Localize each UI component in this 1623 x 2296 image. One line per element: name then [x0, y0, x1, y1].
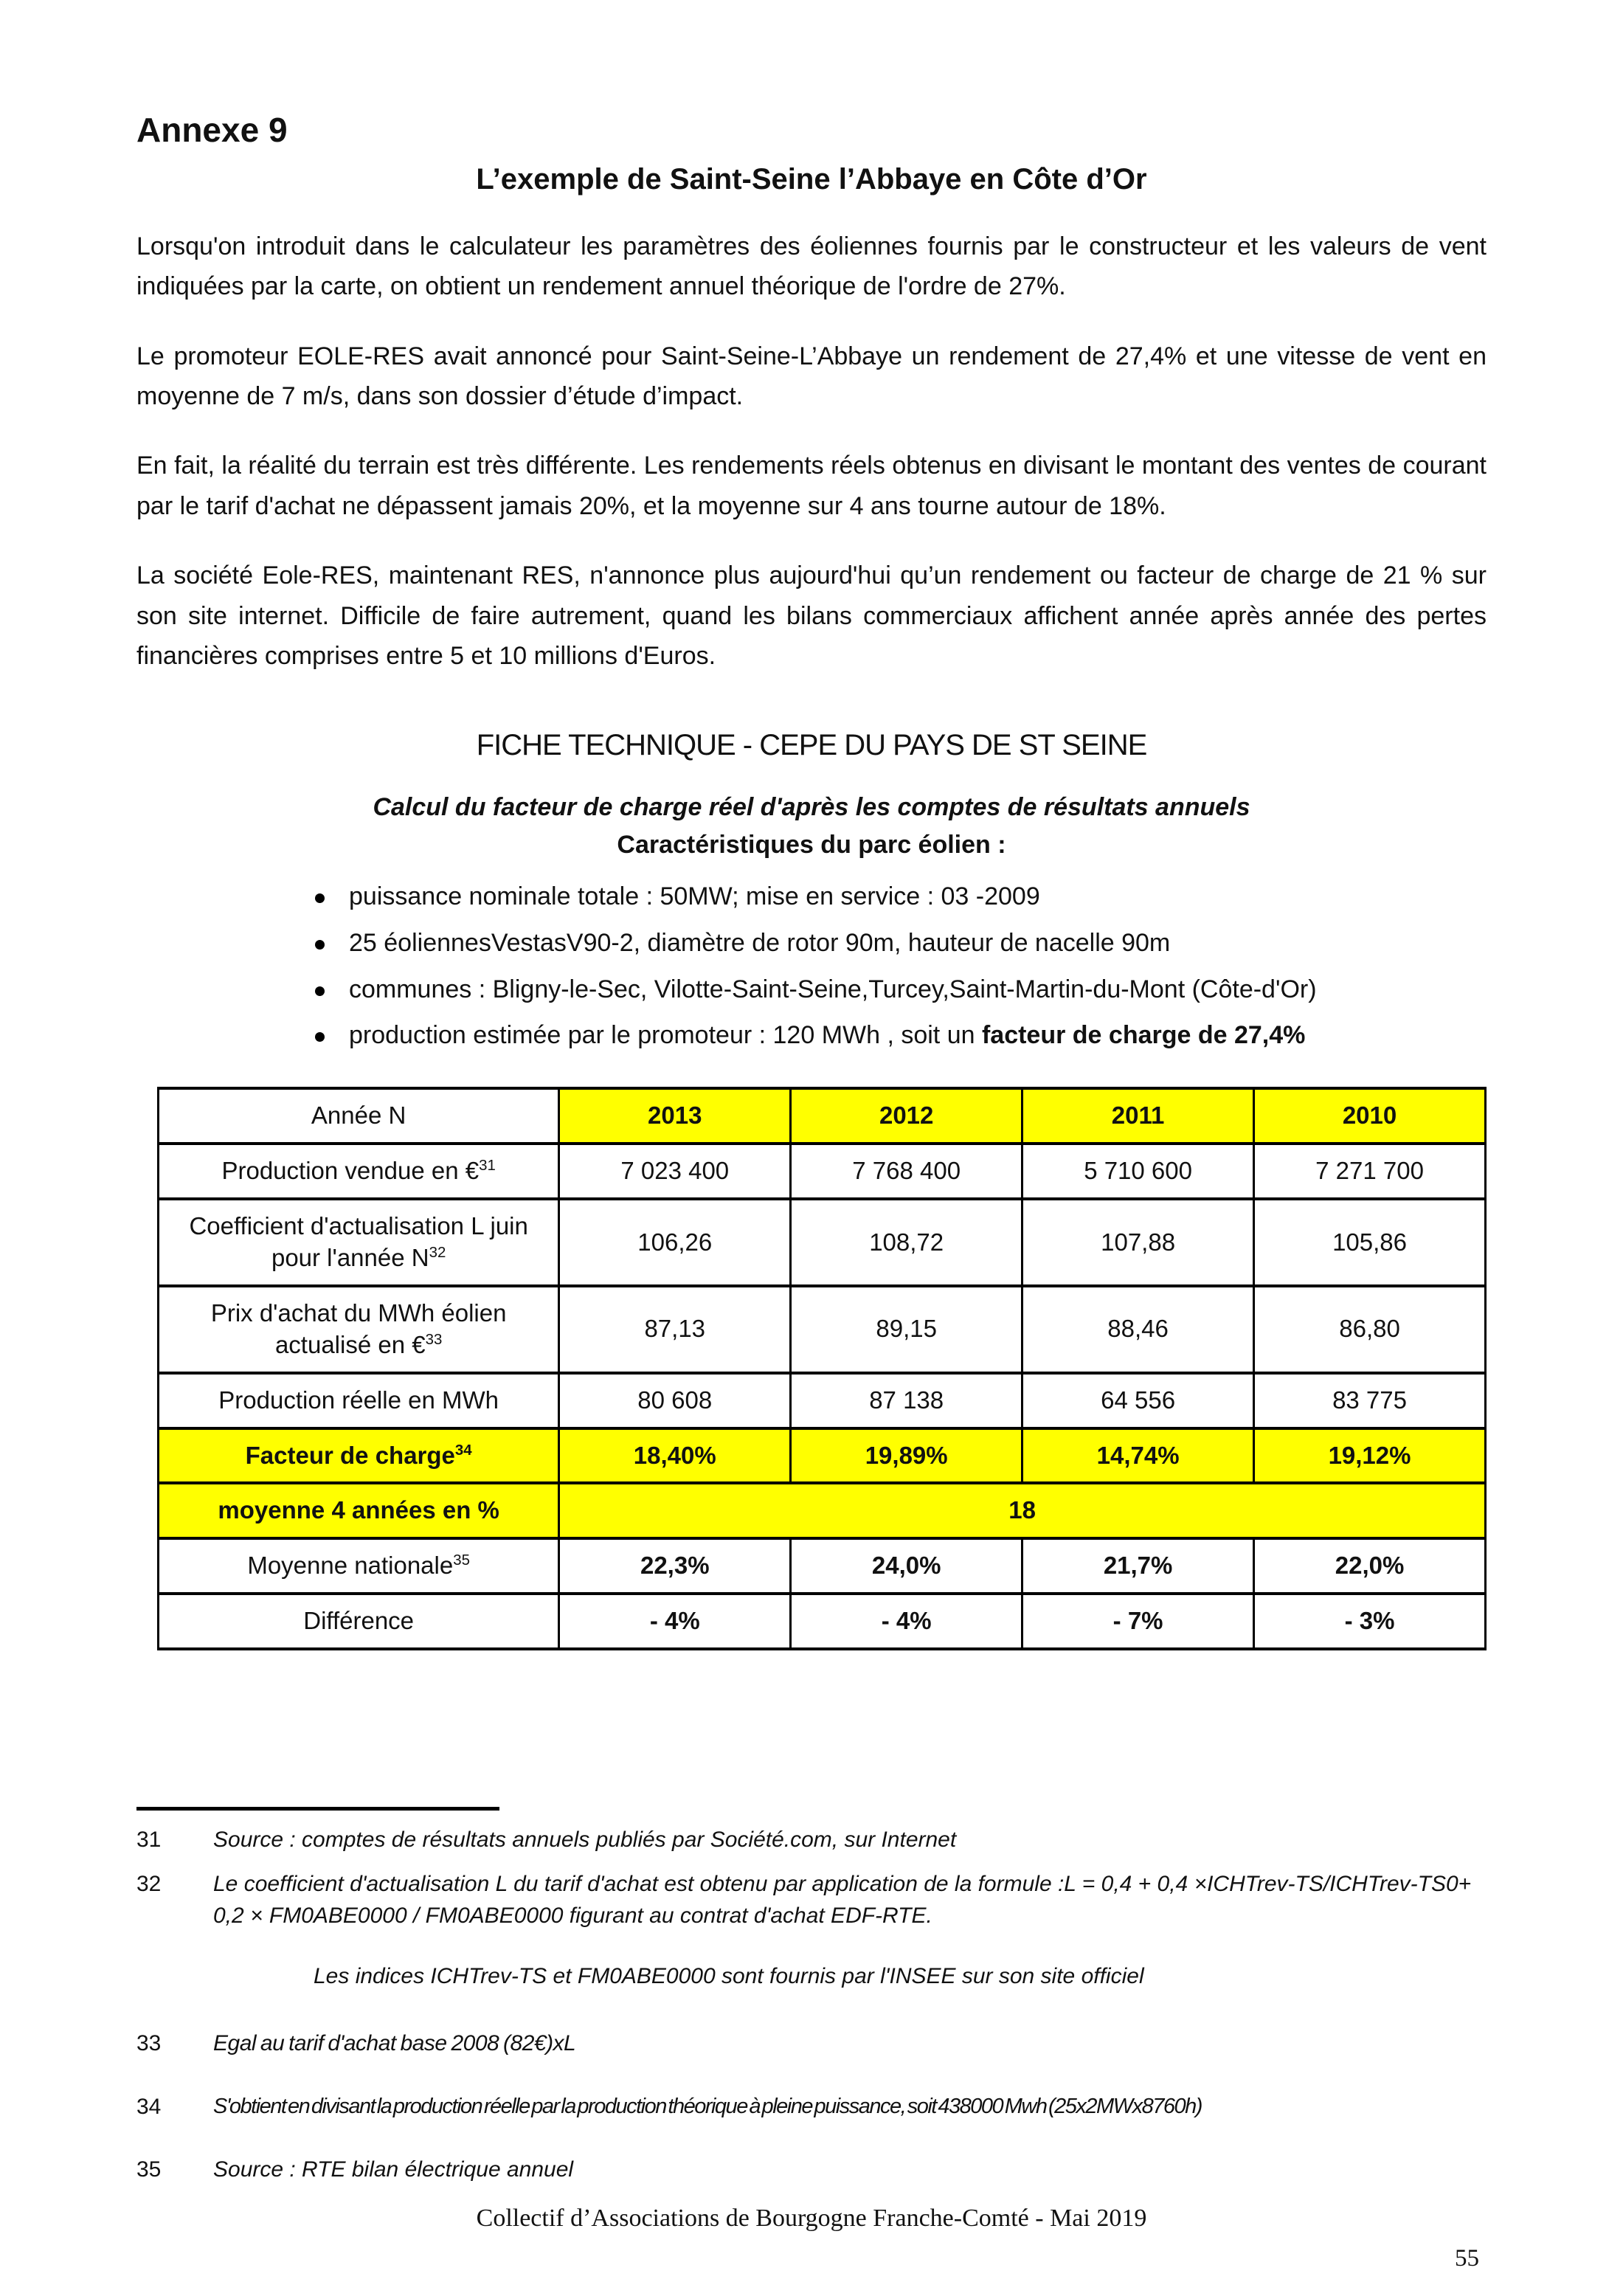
bullet-bold-text: facteur de charge de 27,4% [981, 1021, 1306, 1050]
footnote-31: 31 Source : comptes de résultats annuels… [136, 1824, 1487, 1856]
footnote-text: Source : comptes de résultats annuels pu… [213, 1828, 957, 1853]
value-cell: 89,15 [789, 1284, 1024, 1375]
row-label-cell: Facteur de charge34 [156, 1426, 561, 1485]
bullet-text: puissance nominale totale : 50MW; mise e… [349, 882, 1040, 910]
body-paragraph: La société Eole-RES, maintenant RES, n'a… [136, 561, 1487, 671]
year-header-cell: 2011 [1021, 1087, 1256, 1146]
value-cell: 18,40% [558, 1426, 792, 1485]
year-header-cell: 2010 [1253, 1087, 1487, 1146]
value-cell: 106,26 [558, 1197, 792, 1287]
footnote-ref: 34 [454, 1441, 472, 1459]
value-cell: 107,88 [1021, 1197, 1256, 1287]
body-paragraph: En fait, la réalité du terrain est très … [136, 452, 1487, 520]
footnote-text: Egal au tarif d'achat base 2008 (82€)xL [213, 2031, 576, 2056]
body-paragraph: Le promoteur EOLE-RES avait annoncé pour… [136, 342, 1487, 411]
footnote-number: 31 [136, 1828, 162, 1853]
year-header-cell: 2012 [789, 1087, 1024, 1146]
value-cell: 105,86 [1253, 1197, 1487, 1287]
value-cell: - 4% [789, 1592, 1024, 1651]
caracteristiques-subheading: Caractéristiques du parc éolien : [617, 830, 1006, 859]
value-cell: 5 710 600 [1021, 1142, 1256, 1201]
table-row: Différence - 4% - 4% - 7% - 3% [156, 1592, 1487, 1651]
document-title: L’exemple de Saint-Seine l’Abbaye en Côt… [476, 162, 1147, 196]
value-cell: 86,80 [1253, 1284, 1487, 1375]
table-row: Moyenne nationale35 22,3% 24,0% 21,7% 22… [156, 1537, 1487, 1596]
bullet-text: communes : Bligny-le-Sec, Vilotte-Saint-… [349, 975, 1317, 1003]
footnote-number: 34 [136, 2094, 162, 2119]
value-cell: 24,0% [789, 1537, 1024, 1596]
footnote-number: 32 [136, 1871, 162, 1896]
table-row: Production réelle en MWh 80 608 87 138 6… [156, 1371, 1487, 1430]
value-cell: 22,3% [558, 1537, 792, 1596]
value-cell: 19,12% [1253, 1426, 1487, 1485]
merged-value-cell: 18 [558, 1481, 1487, 1541]
body-paragraph: Lorsqu'on introduit dans le calculateur … [136, 232, 1487, 301]
value-cell: 22,0% [1253, 1537, 1487, 1596]
results-table: Année N 2013 2012 2011 2010 Production v… [156, 1087, 1487, 1651]
value-cell: 7 768 400 [789, 1142, 1024, 1201]
footnote-35: 35 Source : RTE bilan électrique annuel [136, 2154, 1487, 2186]
spec-bullet-item: production estimée par le promoteur : 12… [315, 1019, 1487, 1053]
value-cell: - 7% [1021, 1592, 1256, 1651]
bullet-text: 25 éoliennesVestasV90-2, diamètre de rot… [349, 928, 1171, 957]
footnote-text: Le coefficient d'actualisation L du tari… [213, 1871, 1472, 1929]
footnote-number: 35 [136, 2157, 162, 2182]
table-row: Coefficient d'actualisation L juin pour … [156, 1197, 1487, 1287]
value-cell: 64 556 [1021, 1371, 1256, 1430]
row-label-cell: moyenne 4 années en % [156, 1481, 561, 1541]
value-cell: 87,13 [558, 1284, 792, 1375]
value-cell: 88,46 [1021, 1284, 1256, 1375]
value-cell: 83 775 [1253, 1371, 1487, 1430]
table-row-facteur-de-charge: Facteur de charge34 18,40% 19,89% 14,74%… [156, 1426, 1487, 1485]
value-cell: - 4% [558, 1592, 792, 1651]
footnote-32: 32 Le coefficient d'actualisation L du t… [136, 1868, 1487, 1932]
footnote-text: Les indices ICHTrev-TS et FM0ABE0000 son… [314, 1963, 1144, 1988]
row-label-cell: Année N [156, 1087, 561, 1146]
value-cell: 21,7% [1021, 1537, 1256, 1596]
row-label-cell: Différence [156, 1592, 561, 1651]
footnote-text: S'obtient en divisant la production réel… [213, 2094, 1202, 2118]
footnote-separator [136, 1807, 499, 1811]
table-header-row: Année N 2013 2012 2011 2010 [156, 1087, 1487, 1146]
value-cell: 14,74% [1021, 1426, 1256, 1485]
footnote-32-note: Les indices ICHTrev-TS et FM0ABE0000 son… [136, 1960, 1487, 1993]
table-row: Prix d'achat du MWh éolien actualisé en … [156, 1284, 1487, 1375]
footnote-text: Source : RTE bilan électrique annuel [213, 2157, 574, 2182]
row-label-cell: Production réelle en MWh [156, 1371, 561, 1430]
row-label-cell: Coefficient d'actualisation L juin pour … [156, 1197, 561, 1287]
year-header-cell: 2013 [558, 1087, 792, 1146]
value-cell: 108,72 [789, 1197, 1024, 1287]
footnote-ref: 35 [453, 1552, 470, 1569]
calcul-subheading: Calcul du facteur de charge réel d'après… [373, 793, 1250, 822]
row-label-cell: Prix d'achat du MWh éolien actualisé en … [156, 1284, 561, 1375]
footnote-34: 34 S'obtient en divisant la production r… [136, 2091, 1487, 2123]
spec-bullet-item: 25 éoliennesVestasV90-2, diamètre de rot… [315, 927, 1487, 961]
bullet-text: production estimée par le promoteur : 12… [349, 1021, 982, 1050]
row-label-cell: Production vendue en €31 [156, 1142, 561, 1201]
fiche-technique-heading: FICHE TECHNIQUE - CEPE DU PAYS DE ST SEI… [476, 729, 1148, 762]
value-cell: 7 023 400 [558, 1142, 792, 1201]
footnote-number: 33 [136, 2031, 162, 2056]
footnote-ref: 32 [429, 1244, 446, 1262]
value-cell: - 3% [1253, 1592, 1487, 1651]
value-cell: 87 138 [789, 1371, 1024, 1430]
page-number: 55 [1455, 2244, 1479, 2272]
footnote-ref: 33 [425, 1330, 443, 1348]
value-cell: 80 608 [558, 1371, 792, 1430]
spec-bullet-list: puissance nominale totale : 50MW; mise e… [136, 880, 1487, 1054]
footnote-33: 33 Egal au tarif d'achat base 2008 (82€)… [136, 2027, 1487, 2060]
footnote-ref: 31 [479, 1157, 496, 1175]
value-cell: 19,89% [789, 1426, 1024, 1485]
spec-bullet-item: communes : Bligny-le-Sec, Vilotte-Saint-… [315, 973, 1487, 1007]
page-footer: Collectif d’Associations de Bourgogne Fr… [476, 2204, 1147, 2232]
value-cell: 7 271 700 [1253, 1142, 1487, 1201]
annexe-heading: Annexe 9 [136, 111, 288, 149]
row-label-cell: Moyenne nationale35 [156, 1537, 561, 1596]
table-row-moyenne-4-annees: moyenne 4 années en % 18 [156, 1481, 1487, 1541]
table-row: Production vendue en €31 7 023 400 7 768… [156, 1142, 1487, 1201]
spec-bullet-item: puissance nominale totale : 50MW; mise e… [315, 880, 1487, 914]
